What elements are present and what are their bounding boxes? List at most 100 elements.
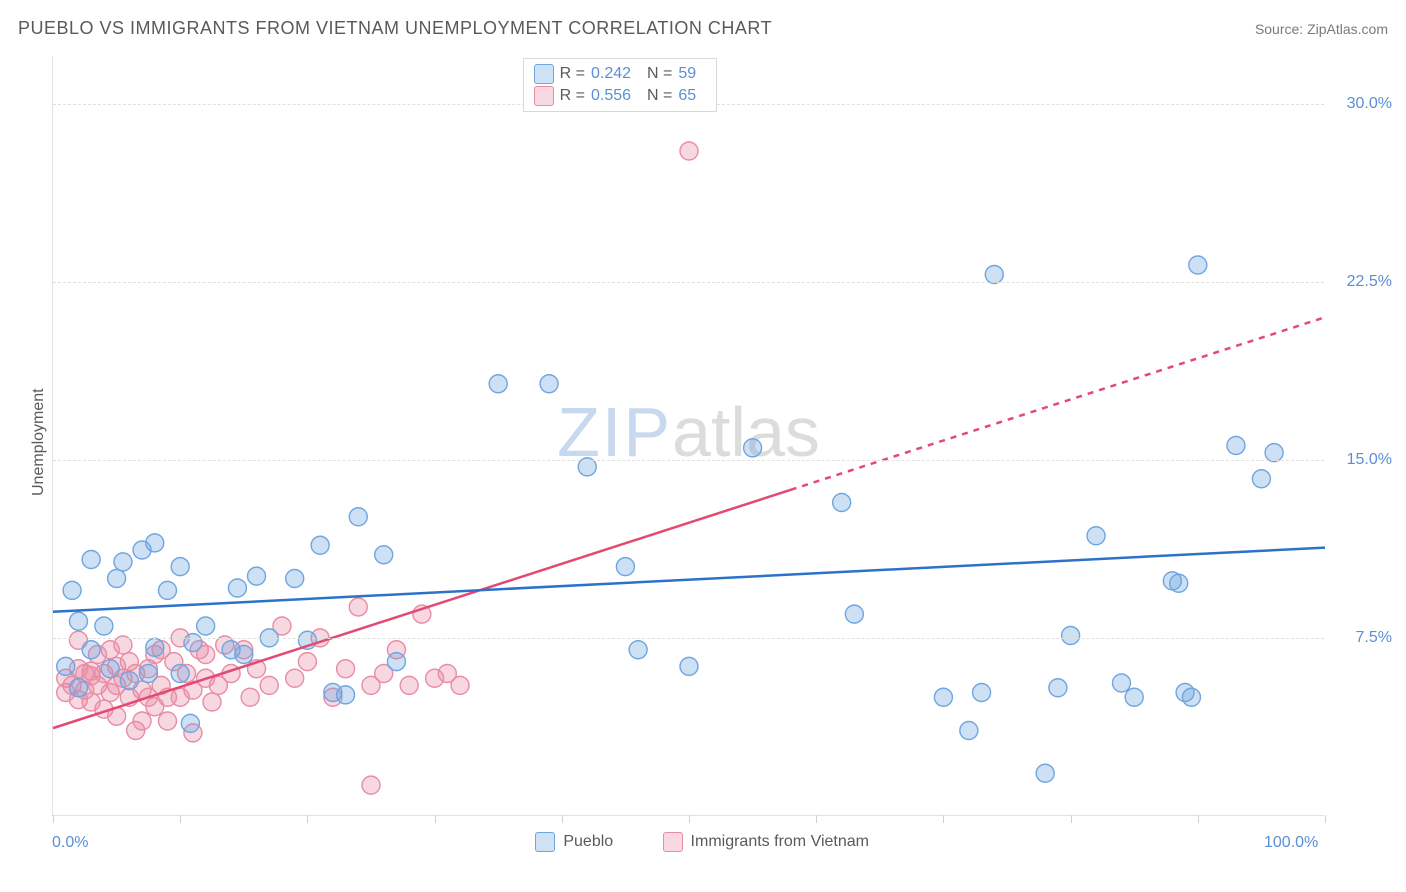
data-point-pueblo [101,660,119,678]
data-point-pueblo [139,665,157,683]
data-point-pueblo [158,581,176,599]
legend-stats: R =0.242N =59R =0.556N =65 [523,58,718,112]
data-point-pueblo [171,558,189,576]
stat-r-label: R = [560,85,585,107]
data-point-vietnam [203,693,221,711]
grid-line [53,638,1324,639]
stat-n-value: 59 [678,63,696,85]
data-point-pueblo [833,494,851,512]
stat-r-value: 0.556 [591,85,631,107]
y-tick-label: 7.5% [1332,629,1392,647]
x-axis-max-label: 100.0% [1264,834,1318,852]
data-point-pueblo [184,634,202,652]
data-point-pueblo [616,558,634,576]
source-attribution: Source: ZipAtlas.com [1255,21,1388,37]
data-point-pueblo [95,617,113,635]
legend-swatch [535,832,555,852]
data-point-vietnam [349,598,367,616]
data-point-vietnam [133,712,151,730]
data-point-pueblo [1112,674,1130,692]
y-tick-label: 30.0% [1332,95,1392,113]
legend-item-pueblo: Pueblo [535,832,613,852]
x-tick [53,815,54,823]
x-tick [562,815,563,823]
legend-item-vietnam: Immigrants from Vietnam [663,832,869,852]
legend-swatch [534,64,554,84]
data-point-pueblo [1036,764,1054,782]
x-axis-min-label: 0.0% [52,834,88,852]
plot-svg [53,56,1325,816]
trend-line-pueblo [53,548,1325,612]
data-point-pueblo [540,375,558,393]
data-point-pueblo [744,439,762,457]
legend-swatch [663,832,683,852]
data-point-pueblo [1189,256,1207,274]
data-point-pueblo [114,553,132,571]
data-point-pueblo [69,612,87,630]
trend-line-vietnam-dashed [791,317,1325,490]
data-point-pueblo [337,686,355,704]
source-name: ZipAtlas.com [1307,21,1388,37]
data-point-vietnam [286,669,304,687]
data-point-pueblo [680,657,698,675]
data-point-vietnam [260,676,278,694]
trend-line-vietnam [53,490,791,728]
y-axis-title: Unemployment [30,388,48,496]
data-point-pueblo [146,638,164,656]
grid-line [53,282,1324,283]
source-prefix: Source: [1255,21,1307,37]
data-point-pueblo [108,570,126,588]
data-point-pueblo [489,375,507,393]
title-bar: PUEBLO VS IMMIGRANTS FROM VIETNAM UNEMPL… [18,18,1388,39]
data-point-vietnam [158,712,176,730]
data-point-vietnam [451,676,469,694]
x-tick [307,815,308,823]
y-tick-label: 15.0% [1332,451,1392,469]
data-point-vietnam [362,776,380,794]
legend-swatch [534,86,554,106]
data-point-pueblo [960,722,978,740]
data-point-pueblo [69,679,87,697]
data-point-pueblo [387,653,405,671]
data-point-pueblo [197,617,215,635]
data-point-pueblo [1227,437,1245,455]
x-tick [816,815,817,823]
data-point-pueblo [181,714,199,732]
data-point-vietnam [241,688,259,706]
data-point-pueblo [248,567,266,585]
data-point-pueblo [286,570,304,588]
data-point-pueblo [1182,688,1200,706]
legend-label: Immigrants from Vietnam [691,833,869,851]
stat-n-label: N = [647,63,672,85]
x-tick [943,815,944,823]
data-point-pueblo [934,688,952,706]
data-point-vietnam [680,142,698,160]
x-tick [435,815,436,823]
data-point-pueblo [629,641,647,659]
chart-title: PUEBLO VS IMMIGRANTS FROM VIETNAM UNEMPL… [18,18,772,39]
data-point-pueblo [235,646,253,664]
legend-stat-row-pueblo: R =0.242N =59 [534,63,707,85]
stat-n-value: 65 [678,85,696,107]
data-point-pueblo [1125,688,1143,706]
data-point-pueblo [375,546,393,564]
x-tick [1325,815,1326,823]
data-point-pueblo [146,534,164,552]
plot-area: ZIPatlas 7.5%15.0%22.5%30.0% [52,56,1324,816]
data-point-pueblo [1087,527,1105,545]
data-point-pueblo [845,605,863,623]
x-tick [1198,815,1199,823]
data-point-pueblo [57,657,75,675]
x-tick [1071,815,1072,823]
grid-line [53,460,1324,461]
data-point-pueblo [228,579,246,597]
data-point-pueblo [82,641,100,659]
data-point-pueblo [349,508,367,526]
x-tick [180,815,181,823]
data-point-vietnam [337,660,355,678]
stat-r-label: R = [560,63,585,85]
data-point-pueblo [311,536,329,554]
legend-label: Pueblo [563,833,613,851]
x-tick [689,815,690,823]
data-point-pueblo [1062,627,1080,645]
